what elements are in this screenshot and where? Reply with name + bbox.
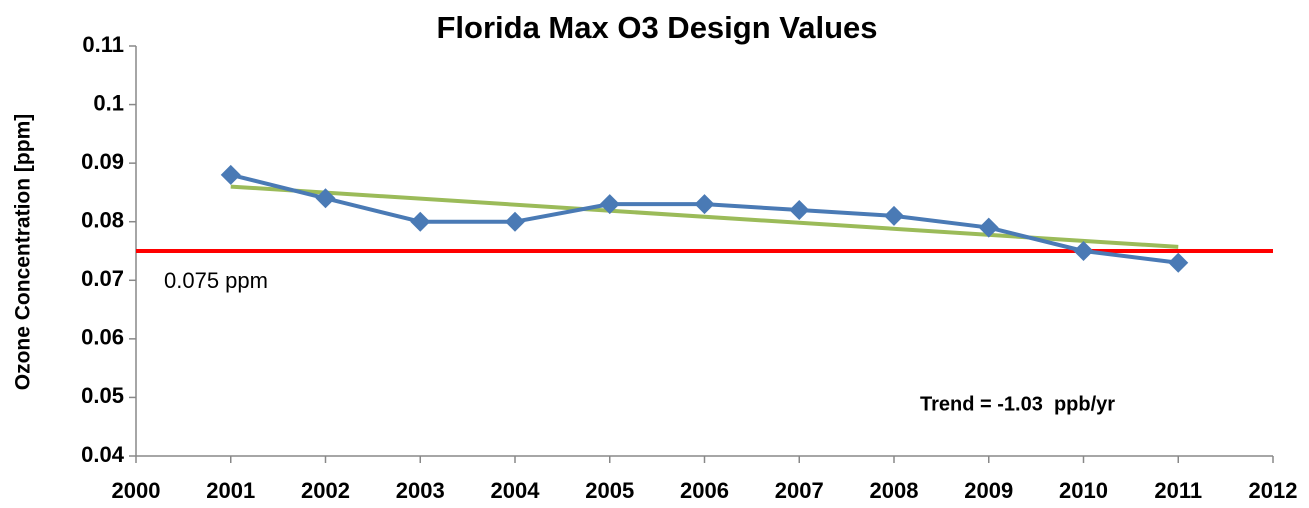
data-marker: [978, 217, 999, 238]
y-tick-label: 0.04: [81, 442, 125, 467]
x-tick-label: 2002: [301, 478, 350, 503]
x-tick-label: 2004: [491, 478, 541, 503]
data-marker: [884, 205, 904, 226]
chart-title: Florida Max O3 Design Values: [436, 10, 877, 45]
x-tick-label: 2009: [964, 478, 1013, 503]
x-tick-label: 2001: [206, 478, 255, 503]
data-marker: [789, 200, 810, 220]
y-tick-label: 0.06: [81, 325, 124, 350]
data-marker: [505, 211, 525, 232]
x-tick-label: 2010: [1059, 478, 1108, 503]
data-marker: [1073, 241, 1094, 261]
x-tick-label: 2005: [585, 478, 634, 503]
y-tick-label: 0.09: [81, 149, 124, 174]
x-tick-label: 2006: [680, 478, 729, 503]
y-tick-label: 0.05: [81, 383, 124, 408]
data-marker: [1168, 252, 1189, 273]
trend-annotation: Trend = -1.03 ppb/yr: [920, 393, 1115, 415]
y-tick-label: 0.07: [81, 266, 124, 291]
x-tick-label: 2003: [396, 478, 445, 503]
data-marker: [599, 194, 620, 215]
x-tick-label: 2008: [870, 478, 919, 503]
x-tick-label: 2007: [775, 478, 824, 503]
x-tick-label: 2000: [112, 478, 161, 503]
y-tick-label: 0.1: [93, 90, 124, 115]
reference-label: 0.075 ppm: [164, 268, 268, 293]
y-axis-label: Ozone Concentration [ppm]: [12, 114, 35, 391]
y-tick-label: 0.11: [82, 32, 124, 57]
data-marker: [315, 188, 336, 209]
data-marker: [694, 194, 715, 215]
data-marker: [410, 211, 431, 232]
y-tick-label: 0.08: [81, 208, 124, 233]
x-tick-label: 2012: [1249, 478, 1298, 503]
data-marker: [220, 164, 241, 185]
x-tick-label: 2011: [1154, 478, 1202, 503]
